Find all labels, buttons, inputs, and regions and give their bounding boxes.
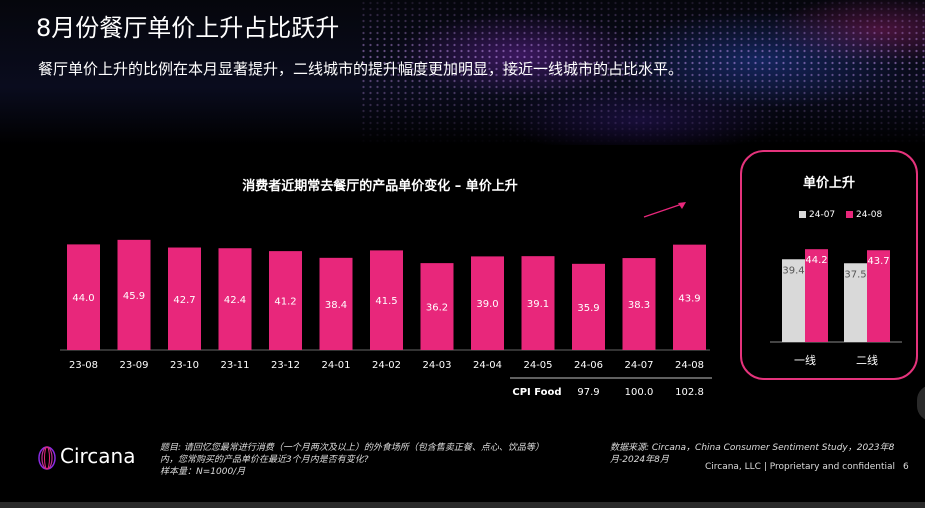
x-tick-label: 23-12 [271,360,300,371]
trend-arrow-head [678,202,686,209]
bar-value-label: 42.4 [224,295,246,306]
question-note: 题目: 请回忆您最常进行消费（一个月两次及以上）的外食场所（包含售卖正餐、点心、… [160,442,590,478]
cpi-food-row-label: CPI Food [512,387,561,398]
cpi-food-cell: 97.9 [577,387,599,398]
x-tick-label: 24-01 [321,360,350,371]
side-bar-value-label: 37.5 [844,269,866,280]
bar-value-label: 36.2 [426,303,448,314]
bar-value-label: 35.9 [577,303,599,314]
x-tick-label: 24-05 [523,360,552,371]
bar-value-label: 42.7 [173,295,195,306]
side-bar-二线-24-08 [867,250,890,342]
bar-24-08 [673,244,706,350]
note-line-1: 题目: 请回忆您最常进行消费（一个月两次及以上）的外食场所（包含售卖正餐、点心、… [160,443,544,453]
bar-24-04 [471,256,504,350]
bar-24-06 [572,263,605,350]
bar-24-03 [420,263,454,350]
circana-logo-mark [38,445,56,470]
trend-arrow-line [643,203,683,218]
legend-swatch-gray [799,211,806,218]
bar-value-label: 41.5 [375,296,397,307]
x-tick-label: 24-03 [422,360,451,371]
x-tick-label: 24-07 [624,360,653,371]
bar-24-05 [521,256,555,350]
x-tick-label: 24-08 [675,360,704,371]
main-chart-title: 消费者近期常去餐厅的产品单价变化 – 单价上升 [242,179,518,194]
header-banner [0,0,925,145]
x-tick-label: 23-08 [69,360,98,371]
city-tier-callout: 单价上升 24-07 24-08 39.4 44.2 一线 37.5 43.7 二线 [740,150,918,380]
x-tick-label: 23-10 [170,360,199,371]
side-category-label: 二线 [856,353,878,367]
bar-23-09 [117,239,151,350]
bar-value-label: 45.9 [123,291,145,302]
city-tier-bar-chart: 39.444.2 一线 37.543.7 二线 [770,249,902,367]
bar-24-01 [319,257,353,350]
side-category-label: 一线 [794,353,816,367]
bar-24-02 [370,250,403,350]
cpi-food-cell: 102.8 [675,387,704,398]
side-bar-value-label: 43.7 [867,256,889,267]
bottom-scroll-strip [0,502,925,508]
bar-value-label: 44.0 [72,293,94,304]
cpi-food-cell: 100.0 [625,387,654,398]
note-line-2: 内，您常购买的产品单价在最近3个月内是否有变化? [160,455,369,465]
legend-item-2407: 24-07 [799,210,838,220]
bar-23-10 [168,247,201,350]
particle-background [360,0,925,145]
copyright-text: Circana, LLC | Proprietary and confident… [704,462,895,472]
bar-value-label: 38.3 [628,300,650,311]
brand-name: Circana [60,444,136,468]
x-tick-label: 23-11 [220,360,249,371]
side-bar-一线-24-07 [782,259,805,342]
page-title: 8月份餐厅单价上升占比跃升 [36,14,340,42]
legend-label-2407: 24-07 [809,210,836,220]
note-line-3: 样本量：N=1000/月 [160,467,246,477]
bar-value-label: 39.1 [527,299,549,310]
side-bar-value-label: 44.2 [805,255,827,266]
bar-value-label: 41.2 [274,297,296,308]
page-number: 6 [903,462,909,472]
bar-value-label: 38.4 [325,300,347,311]
circana-logo: Circana [36,444,136,471]
legend-swatch-pink [846,211,854,218]
bar-23-12 [269,251,302,350]
bar-value-label: 43.9 [678,293,700,304]
bar-value-label: 39.0 [476,299,498,310]
x-tick-label: 23-09 [119,360,148,371]
bar-24-07 [622,258,656,350]
side-bar-value-label: 39.4 [782,265,804,276]
side-bar-一线-24-08 [805,249,828,342]
callout-legend: 24-07 24-08 [799,210,890,220]
data-source: 数据来源: Circana，China Consumer Sentiment S… [610,443,895,465]
x-tick-label: 24-02 [372,360,401,371]
legend-item-2408: 24-08 [846,210,882,220]
side-bar-二线-24-07 [844,263,867,342]
page-subtitle: 餐厅单价上升的比例在本月显著提升，二线城市的提升幅度更加明显，接近一线城市的占比… [38,60,684,78]
bar-23-08 [67,244,100,350]
callout-title: 单价上升 [802,176,855,191]
main-bar-chart: 44.0 23-08 45.9 23-09 42.7 23-10 42.4 23-11 41.2… [60,202,712,398]
bar-23-11 [218,248,252,350]
edge-tab [917,385,925,421]
x-tick-label: 24-06 [574,360,603,371]
x-tick-label: 24-04 [473,360,502,371]
legend-label-2408: 24-08 [856,210,883,220]
